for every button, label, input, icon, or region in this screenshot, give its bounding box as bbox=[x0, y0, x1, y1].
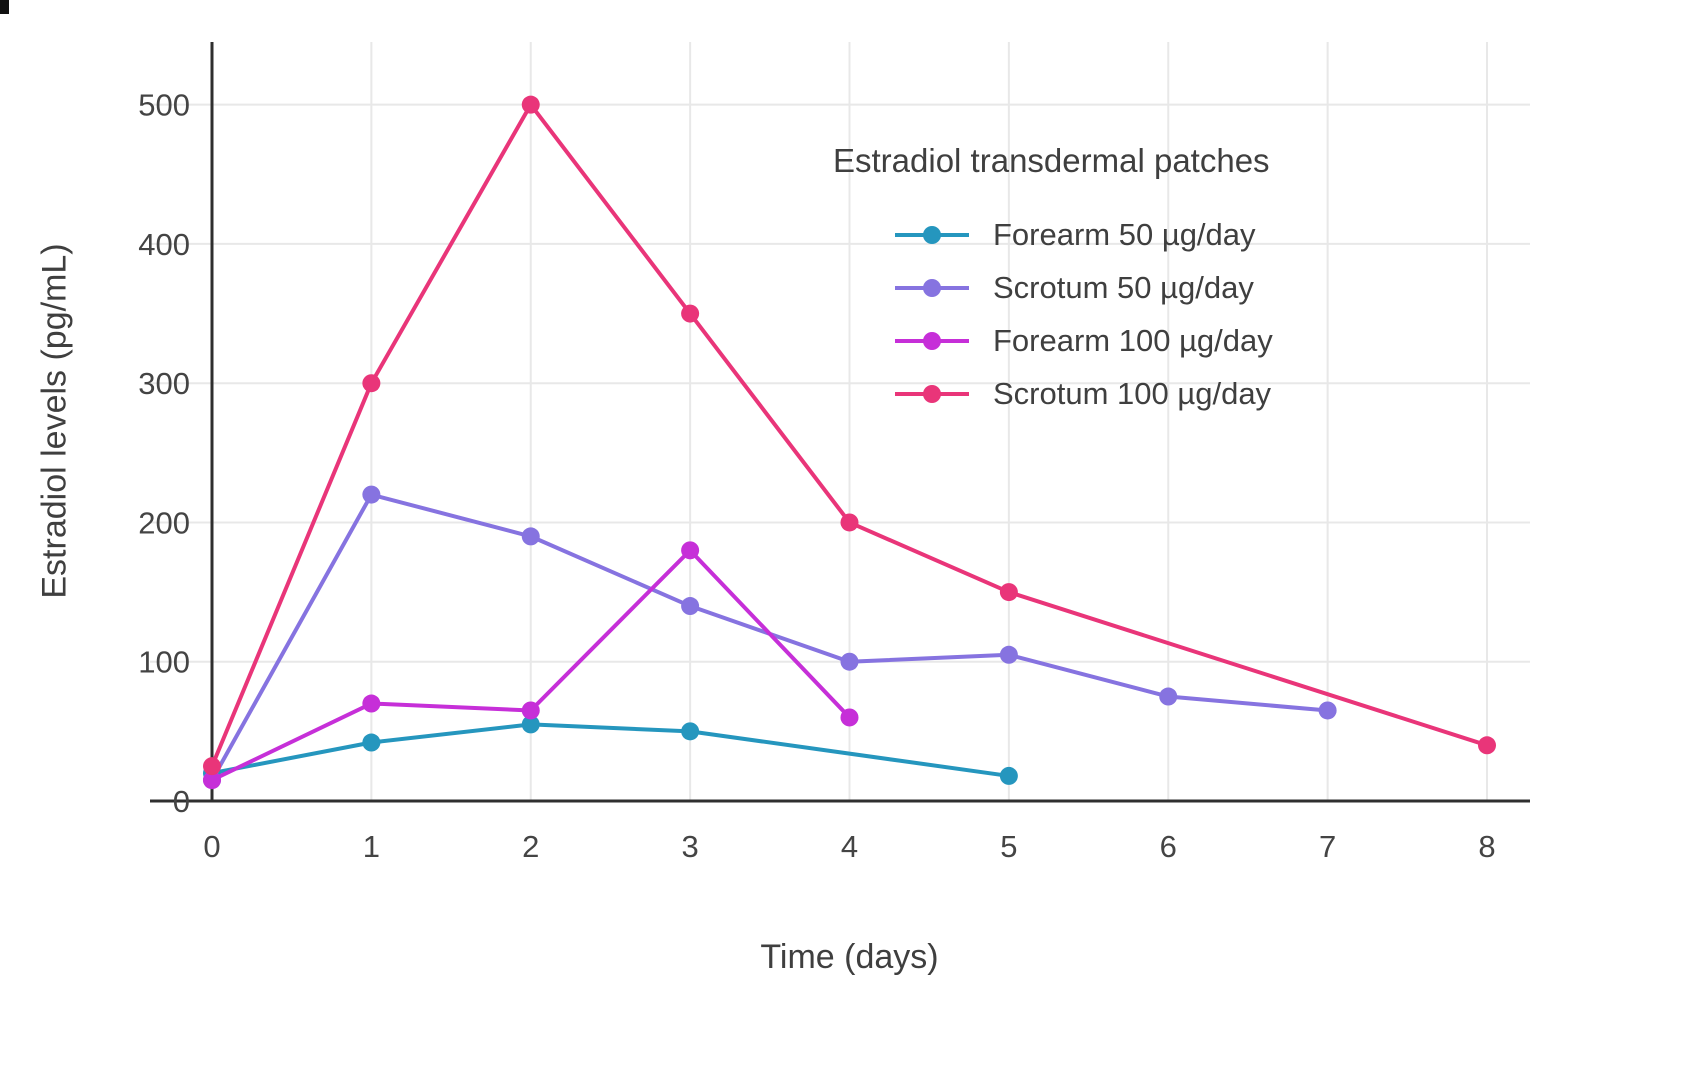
legend: Estradiol transdermal patches Forearm 50… bbox=[833, 142, 1273, 420]
x-tick-labels: 0 1 2 3 4 5 6 7 8 bbox=[203, 829, 1495, 864]
y-tick-label: 200 bbox=[138, 505, 190, 540]
data-point-marker bbox=[521, 701, 540, 720]
data-point-marker bbox=[681, 304, 700, 323]
y-tick-labels: 0 100 200 300 400 500 bbox=[138, 88, 190, 819]
legend-entry-scrotum-100[interactable]: Scrotum 100 µg/day bbox=[893, 367, 1273, 420]
series-scrotum-100-g-day bbox=[203, 95, 1496, 776]
data-point-marker bbox=[999, 583, 1018, 602]
legend-entry-scrotum-50[interactable]: Scrotum 50 µg/day bbox=[893, 261, 1273, 314]
legend-line-dot-icon bbox=[895, 225, 969, 244]
data-point-marker bbox=[1318, 701, 1337, 720]
legend-label: Scrotum 100 µg/day bbox=[993, 375, 1272, 411]
x-tick-label: 2 bbox=[522, 829, 539, 864]
data-point-marker bbox=[521, 95, 540, 114]
x-axis-title: Time (days) bbox=[760, 938, 939, 976]
data-point-marker bbox=[999, 766, 1018, 785]
y-tick-label: 500 bbox=[138, 88, 190, 123]
data-point-marker bbox=[521, 715, 540, 734]
legend-label: Forearm 50 µg/day bbox=[993, 216, 1256, 252]
x-tick-label: 0 bbox=[203, 829, 220, 864]
series-line bbox=[210, 722, 1011, 778]
x-tick-label: 6 bbox=[1160, 829, 1177, 864]
y-tick-label: 100 bbox=[138, 645, 190, 680]
data-point-marker bbox=[840, 708, 859, 727]
legend-line-dot-icon bbox=[895, 384, 969, 403]
y-tick-label: 400 bbox=[138, 227, 190, 262]
y-tick-label: 0 bbox=[173, 784, 190, 819]
data-point-marker bbox=[362, 694, 381, 713]
legend-items: Forearm 50 µg/day Scrotum 50 µg/day Fore… bbox=[893, 208, 1273, 420]
data-point-marker bbox=[681, 722, 700, 741]
data-point-marker bbox=[1478, 736, 1496, 755]
y-axis-title: Estradiol levels (pg/mL) bbox=[35, 243, 74, 599]
data-point-marker bbox=[1159, 687, 1178, 706]
x-tick-label: 8 bbox=[1478, 829, 1495, 864]
series-forearm-100-g-day bbox=[203, 541, 859, 790]
legend-entry-forearm-50[interactable]: Forearm 50 µg/day bbox=[893, 208, 1273, 261]
x-tick-label: 3 bbox=[682, 829, 699, 864]
data-point-marker bbox=[362, 374, 381, 393]
legend-title: Estradiol transdermal patches bbox=[833, 142, 1270, 179]
x-tick-label: 4 bbox=[841, 829, 858, 864]
data-point-marker bbox=[999, 645, 1018, 664]
legend-line-dot-icon bbox=[895, 331, 969, 350]
data-point-marker bbox=[681, 541, 700, 560]
y-tick-label: 300 bbox=[138, 366, 190, 401]
x-tick-label: 5 bbox=[1000, 829, 1017, 864]
data-point-marker bbox=[521, 527, 540, 546]
data-point-marker bbox=[681, 597, 700, 616]
data-point-marker bbox=[203, 771, 221, 790]
series-line bbox=[210, 492, 1330, 783]
data-point-marker bbox=[840, 513, 859, 532]
data-point-marker bbox=[203, 757, 221, 776]
data-point-marker bbox=[362, 485, 381, 504]
legend-line-dot-icon bbox=[895, 278, 969, 297]
x-tick-label: 1 bbox=[363, 829, 380, 864]
legend-label: Forearm 100 µg/day bbox=[993, 322, 1273, 358]
gridlines bbox=[150, 42, 1530, 801]
legend-entry-forearm-100[interactable]: Forearm 100 µg/day bbox=[893, 314, 1273, 367]
screenshot-corner-artifact bbox=[0, 0, 9, 14]
x-tick-label: 7 bbox=[1319, 829, 1336, 864]
data-point-marker bbox=[840, 652, 859, 671]
legend-label: Scrotum 50 µg/day bbox=[993, 269, 1254, 305]
data-point-marker bbox=[362, 733, 381, 752]
